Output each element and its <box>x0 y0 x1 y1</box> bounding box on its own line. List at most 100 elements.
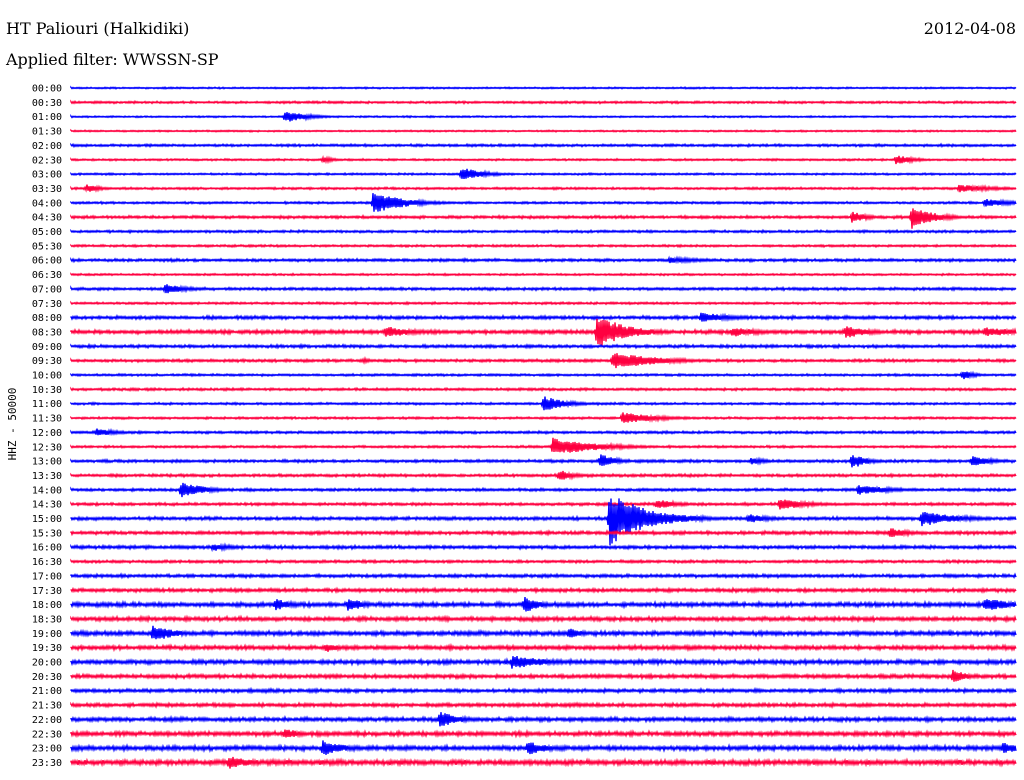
trace-1300 <box>70 454 1017 468</box>
trace-0430 <box>70 208 1017 229</box>
row-label: 22:00 <box>32 715 62 726</box>
trace-group <box>70 85 1017 769</box>
y-axis-label: HHZ - 50000 <box>6 388 19 461</box>
trace-0600 <box>70 255 1017 265</box>
trace-0530 <box>70 243 1017 249</box>
row-label: 15:00 <box>32 514 62 525</box>
trace-1600 <box>70 542 1017 553</box>
row-label: 09:00 <box>32 342 62 353</box>
trace-0000 <box>70 85 1017 91</box>
trace-1430 <box>70 499 1017 510</box>
trace-2100 <box>70 686 1017 695</box>
trace-0400 <box>70 193 1017 212</box>
trace-1530 <box>70 528 1017 538</box>
trace-0130 <box>70 128 1017 134</box>
row-label: 22:30 <box>32 729 62 740</box>
trace-1900 <box>70 625 1017 640</box>
row-label: 18:30 <box>32 614 62 625</box>
trace-1130 <box>70 412 1017 423</box>
row-label: 10:30 <box>32 385 62 396</box>
row-label: 08:00 <box>32 313 62 324</box>
row-label: 01:30 <box>32 127 62 138</box>
row-label-group: 00:00 00:30 01:00 01:30 02:00 02:30 03:00 03:30… <box>32 84 62 769</box>
trace-1230 <box>70 437 1017 453</box>
trace-1830 <box>70 614 1017 624</box>
row-label: 06:30 <box>32 270 62 281</box>
row-label: 16:00 <box>32 543 62 554</box>
filter-label: Applied filter: WWSSN-SP <box>6 50 219 69</box>
row-label: 10:00 <box>32 371 62 382</box>
trace-2000 <box>70 656 1017 669</box>
trace-0730 <box>70 300 1017 306</box>
row-label: 07:00 <box>32 284 62 295</box>
trace-2200 <box>70 712 1017 727</box>
trace-1930 <box>70 642 1017 653</box>
trace-2330 <box>70 756 1017 769</box>
trace-1730 <box>70 586 1017 595</box>
trace-0630 <box>70 272 1017 277</box>
trace-0300 <box>70 168 1017 180</box>
trace-2300 <box>70 740 1017 755</box>
trace-1000 <box>70 370 1017 380</box>
trace-1400 <box>70 482 1017 498</box>
row-label: 05:30 <box>32 241 62 252</box>
row-label: 04:00 <box>32 198 62 209</box>
trace-1030 <box>70 386 1017 393</box>
row-label: 07:30 <box>32 299 62 310</box>
station-title: HT Paliouri (Halkidiki) <box>6 19 190 38</box>
trace-0330 <box>70 184 1017 193</box>
row-label: 03:00 <box>32 170 62 181</box>
trace-1800 <box>70 597 1017 612</box>
trace-2230 <box>70 728 1017 739</box>
row-label: 19:00 <box>32 629 62 640</box>
row-label: 09:30 <box>32 356 62 367</box>
row-label: 04:30 <box>32 213 62 224</box>
trace-0030 <box>70 99 1017 105</box>
trace-0700 <box>70 284 1017 294</box>
trace-0930 <box>70 353 1017 369</box>
row-label: 02:00 <box>32 141 62 152</box>
record-date: 2012-04-08 <box>923 19 1016 38</box>
row-label: 01:00 <box>32 112 62 123</box>
row-label: 00:00 <box>32 84 62 95</box>
row-label: 23:00 <box>32 744 62 755</box>
row-label: 06:00 <box>32 256 62 267</box>
row-label: 14:30 <box>32 500 62 511</box>
row-label: 19:30 <box>32 643 62 654</box>
row-label: 21:30 <box>32 701 62 712</box>
trace-1500 <box>70 498 1017 546</box>
row-label: 02:30 <box>32 155 62 166</box>
row-label: 13:00 <box>32 457 62 468</box>
trace-0830 <box>70 318 1017 346</box>
row-label: 13:30 <box>32 471 62 482</box>
trace-0500 <box>70 228 1017 235</box>
trace-0200 <box>70 142 1017 149</box>
row-label: 23:30 <box>32 758 62 769</box>
trace-1630 <box>70 558 1017 565</box>
trace-1330 <box>70 470 1017 481</box>
row-label: 18:00 <box>32 600 62 611</box>
row-label: 12:00 <box>32 428 62 439</box>
trace-0900 <box>70 342 1017 350</box>
row-label: 11:30 <box>32 414 62 425</box>
row-label: 00:30 <box>32 98 62 109</box>
row-label: 05:00 <box>32 227 62 238</box>
row-label: 08:30 <box>32 327 62 338</box>
trace-0230 <box>70 154 1017 165</box>
row-label: 17:30 <box>32 586 62 597</box>
row-label: 17:00 <box>32 571 62 582</box>
row-label: 16:30 <box>32 557 62 568</box>
row-label: 15:30 <box>32 528 62 539</box>
row-label: 21:00 <box>32 686 62 697</box>
trace-0100 <box>70 112 1017 122</box>
trace-2030 <box>70 669 1017 682</box>
row-label: 12:30 <box>32 442 62 453</box>
row-label: 11:00 <box>32 399 62 410</box>
trace-0800 <box>70 312 1017 323</box>
row-label: 14:00 <box>32 485 62 496</box>
row-label: 20:30 <box>32 672 62 683</box>
row-label: 03:30 <box>32 184 62 195</box>
row-label: 20:00 <box>32 658 62 669</box>
trace-1200 <box>70 428 1017 436</box>
